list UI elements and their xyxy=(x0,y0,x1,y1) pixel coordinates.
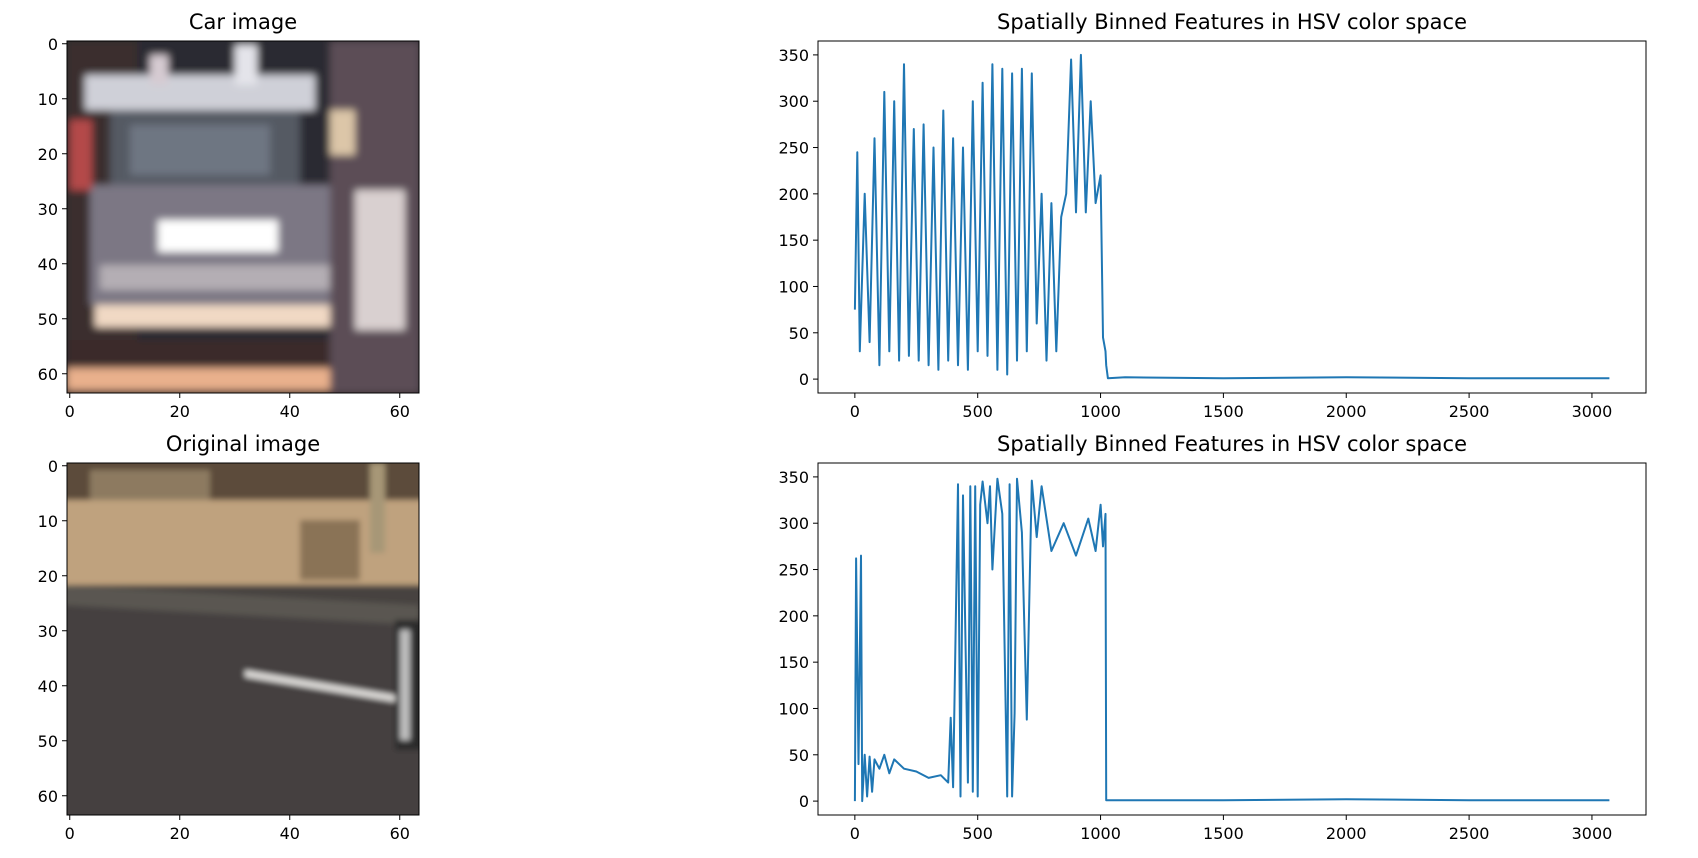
original-features-x-tick-label: 1500 xyxy=(1203,824,1244,843)
car-features-y-tick-label: 0 xyxy=(799,370,809,389)
original-image-y-tick-label: 20 xyxy=(38,567,58,586)
car-features-title: Spatially Binned Features in HSV color s… xyxy=(997,10,1467,34)
original-features-x-tick-label: 0 xyxy=(850,824,860,843)
original-image-x-tick-label: 20 xyxy=(170,824,190,843)
car-features-y-tick-label: 150 xyxy=(778,231,809,250)
original-features-y-tick-label: 100 xyxy=(778,699,809,718)
car-image-x-tick-label: 20 xyxy=(170,402,190,421)
original-features-x-tick-label: 500 xyxy=(962,824,993,843)
car-features-x-tick-label: 1500 xyxy=(1203,402,1244,421)
original-image-x-tick-label: 0 xyxy=(65,824,75,843)
original-features-x-tick-label: 3000 xyxy=(1572,824,1613,843)
original-image-y-tick-label: 10 xyxy=(38,512,58,531)
original-image-y-ticks: 0 10 20 30 40 50 60 xyxy=(38,457,67,806)
car-image-y-tick-label: 30 xyxy=(38,200,58,219)
original-features-y-tick-label: 150 xyxy=(778,653,809,672)
original-image-y-tick-label: 50 xyxy=(38,732,58,751)
car-features-y-tick-label: 200 xyxy=(778,185,809,204)
car-image-x-ticks: 0 20 40 60 xyxy=(65,393,410,421)
original-features-title: Spatially Binned Features in HSV color s… xyxy=(997,432,1467,456)
car-features-y-tick-label: 350 xyxy=(778,46,809,65)
car-image-x-tick-label: 60 xyxy=(390,402,410,421)
original-features-frame xyxy=(817,462,1647,816)
original-features-x-tick-label: 2000 xyxy=(1326,824,1367,843)
original-image-frame xyxy=(66,462,420,816)
original-features-plot xyxy=(853,477,1610,803)
car-features-x-tick-label: 3000 xyxy=(1572,402,1613,421)
original-features-subplot: Spatially Binned Features in HSV color s… xyxy=(778,432,1647,843)
car-image-y-tick-label: 40 xyxy=(38,255,58,274)
car-features-y-tick-label: 300 xyxy=(778,92,809,111)
car-features-subplot: Spatially Binned Features in HSV color s… xyxy=(778,10,1647,421)
car-features-frame xyxy=(817,40,1647,394)
car-features-y-ticks: 0 50 100 150 200 250 300 350 xyxy=(778,46,818,389)
car-image-y-tick-label: 20 xyxy=(38,145,58,164)
car-features-plot xyxy=(853,53,1610,380)
original-image-x-tick-label: 40 xyxy=(280,824,300,843)
car-image xyxy=(67,41,419,393)
car-features-x-tick-label: 2000 xyxy=(1326,402,1367,421)
original-features-series-line xyxy=(853,477,1610,803)
car-image-title: Car image xyxy=(189,10,297,34)
car-image-x-tick-label: 0 xyxy=(65,402,75,421)
car-features-x-tick-label: 2500 xyxy=(1449,402,1490,421)
car-image-y-ticks: 0 10 20 30 40 50 60 xyxy=(38,35,67,384)
original-image xyxy=(67,463,419,815)
car-features-x-tick-label: 500 xyxy=(962,402,993,421)
original-features-x-tick-label: 1000 xyxy=(1080,824,1121,843)
original-features-y-tick-label: 250 xyxy=(778,561,809,580)
original-features-y-ticks: 0 50 100 150 200 250 300 350 xyxy=(778,468,818,811)
car-image-x-tick-label: 40 xyxy=(280,402,300,421)
car-image-y-tick-label: 60 xyxy=(38,365,58,384)
original-image-x-tick-label: 60 xyxy=(390,824,410,843)
original-image-y-tick-label: 30 xyxy=(38,622,58,641)
car-features-x-tick-label: 0 xyxy=(850,402,860,421)
original-image-y-tick-label: 0 xyxy=(48,457,58,476)
car-image-subplot: Car image 0 20 4 xyxy=(38,10,420,421)
original-features-y-tick-label: 300 xyxy=(778,514,809,533)
car-image-frame xyxy=(66,40,420,394)
car-features-y-tick-label: 50 xyxy=(789,324,809,343)
car-image-y-tick-label: 10 xyxy=(38,90,58,109)
car-image-y-tick-label: 50 xyxy=(38,310,58,329)
car-features-series-line xyxy=(853,53,1610,380)
car-features-x-tick-label: 1000 xyxy=(1080,402,1121,421)
original-features-y-tick-label: 350 xyxy=(778,468,809,487)
original-features-x-ticks: 0 500 1000 1500 2000 2500 3000 xyxy=(850,815,1613,843)
original-image-subplot: Original image 0 20 40 60 0 10 20 30 40 50 60 xyxy=(38,432,420,843)
original-image-x-ticks: 0 20 40 60 xyxy=(65,815,410,843)
car-image-y-tick-label: 0 xyxy=(48,35,58,54)
original-features-y-tick-label: 0 xyxy=(799,792,809,811)
original-image-y-tick-label: 60 xyxy=(38,787,58,806)
original-features-x-tick-label: 2500 xyxy=(1449,824,1490,843)
car-features-y-tick-label: 250 xyxy=(778,139,809,158)
original-image-title: Original image xyxy=(166,432,320,456)
original-features-y-tick-label: 200 xyxy=(778,607,809,626)
original-features-y-tick-label: 50 xyxy=(789,746,809,765)
car-features-x-ticks: 0 500 1000 1500 2000 2500 3000 xyxy=(850,393,1613,421)
car-features-y-tick-label: 100 xyxy=(778,277,809,296)
original-image-y-tick-label: 40 xyxy=(38,677,58,696)
